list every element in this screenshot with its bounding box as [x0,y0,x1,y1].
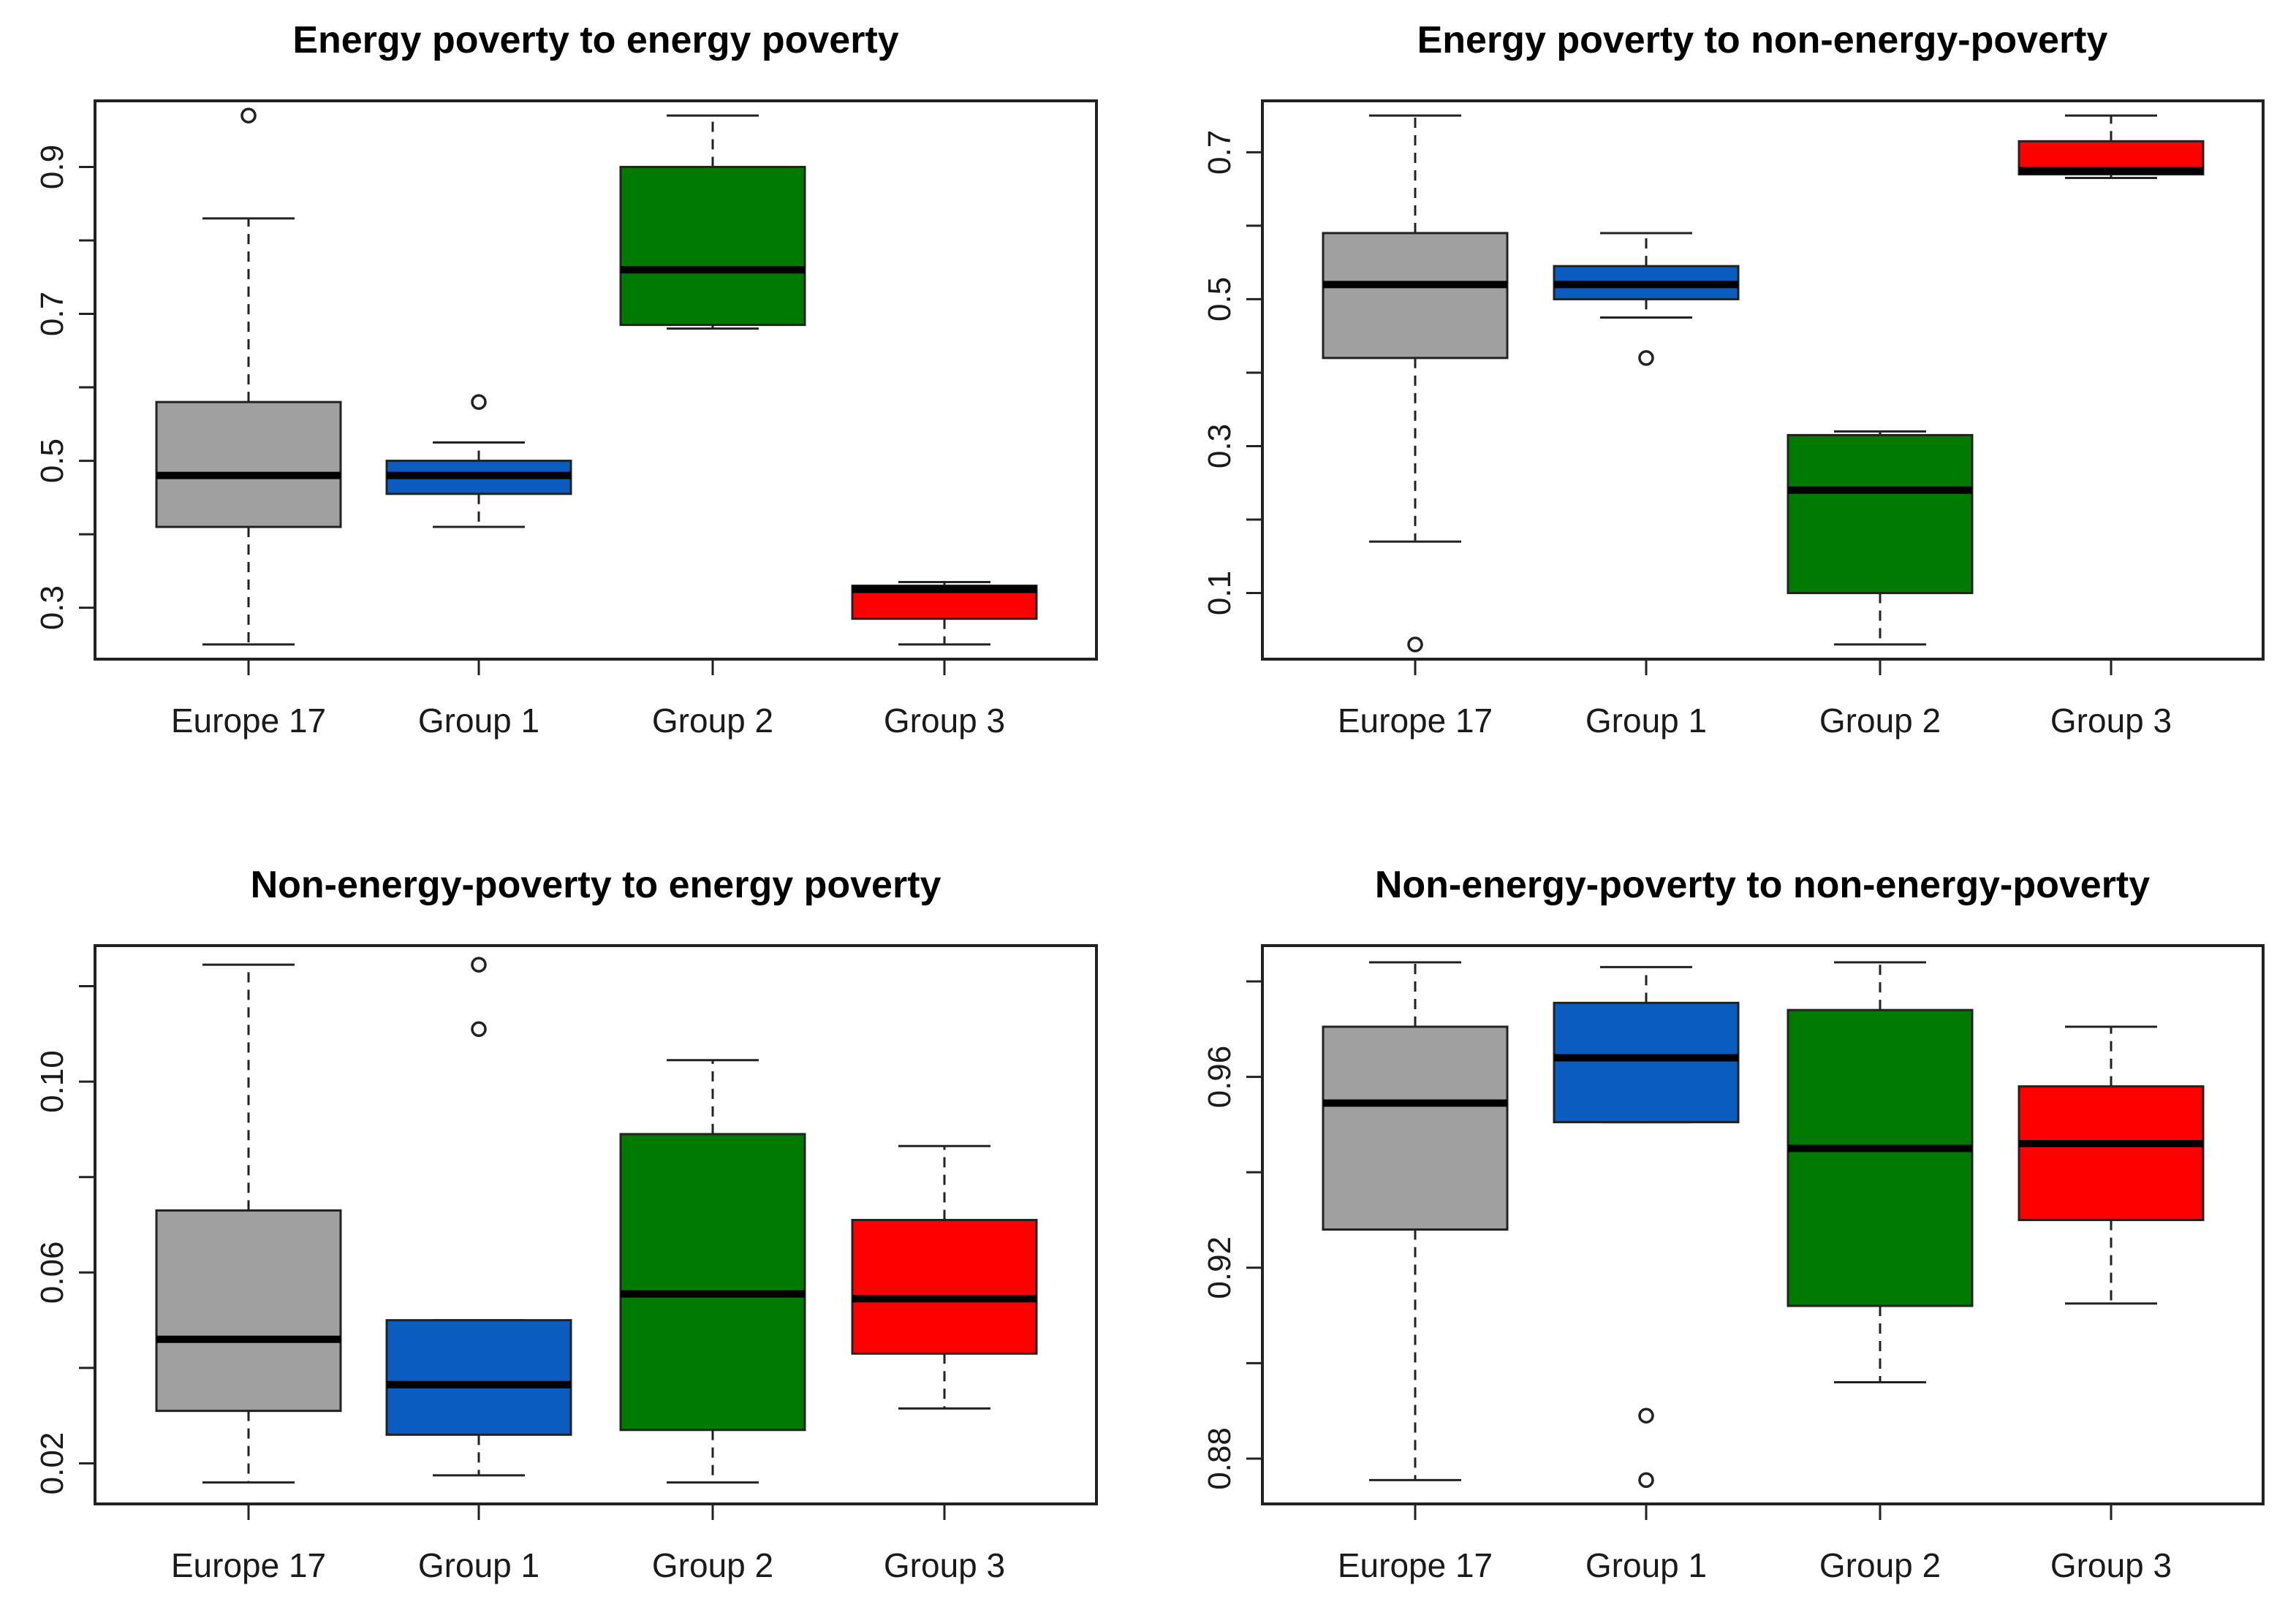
x-tick-label: Group 1 [1585,1546,1707,1584]
plot-area: 0.88 0.92 0.96 [1202,944,2265,1520]
outlier-point [240,107,257,123]
y-tick-label: 0.9 [34,145,70,189]
panel-4: Non-energy-poverty to non-energy-poverty… [1202,864,2265,1584]
x-axis-labels: Europe 17 Group 1 Group 2 Group 3 [1338,702,2172,740]
box-group-1 [385,957,572,1477]
y-tick-label: 0.88 [1202,1427,1238,1490]
x-tick-label: Group 3 [884,1546,1005,1584]
box-group-2 [1787,961,1974,1383]
box-group-1 [1553,965,1740,1489]
box-group-3 [851,580,1038,646]
y-tick-label: 0.5 [1202,277,1238,322]
y-tick-label: 0.3 [1202,424,1238,468]
panel-3: Non-energy-poverty to energy poverty 0.0… [34,864,1098,1584]
plot-frame [94,944,1098,1505]
x-axis-labels: Europe 17 Group 1 Group 2 Group 3 [1338,1546,2172,1584]
box-group-3 [2017,1025,2205,1305]
box-group-2 [1787,430,1974,646]
iqr-box [1322,1025,1509,1231]
x-tick-label: Group 2 [1819,702,1941,740]
iqr-box [155,1209,342,1413]
outlier-point [1638,1472,1654,1489]
y-tick-label: 0.3 [34,585,70,630]
outlier-point [1407,636,1423,653]
x-tick-label: Europe 17 [1338,1546,1493,1584]
iqr-box [1787,1008,1974,1307]
x-tick-label: Group 2 [652,1546,773,1584]
plot-area: 0.3 0.5 0.7 0.9 [34,99,1098,675]
x-tick-label: Group 1 [1585,702,1707,740]
x-tick-label: Group 1 [418,1546,539,1584]
y-tick-label: 0.10 [34,1050,70,1113]
box-europe-17 [1322,114,1509,653]
iqr-box [1553,1001,1740,1124]
outlier-point [1638,1407,1654,1424]
x-tick-label: Group 3 [2050,702,2172,740]
iqr-box [851,1218,1038,1355]
panel-title: Non-energy-poverty to energy poverty [251,864,941,906]
x-tick-label: Group 3 [884,702,1005,740]
plot-area: 0.02 0.06 0.10 [34,944,1098,1520]
x-axis-labels: Europe 17 Group 1 Group 2 Group 3 [171,702,1005,740]
box-group-3 [2017,114,2205,180]
panel-title: Energy poverty to energy poverty [292,19,898,61]
box-europe-17 [1322,961,1509,1481]
y-tick-label: 0.06 [34,1241,70,1304]
x-tick-label: Group 2 [1819,1546,1941,1584]
iqr-box [2017,1085,2205,1221]
x-tick-label: Group 1 [418,702,539,740]
outlier-point [1638,350,1654,366]
box-group-2 [619,1059,806,1484]
x-tick-label: Europe 17 [1338,702,1493,740]
iqr-box [155,400,342,528]
x-tick-label: Europe 17 [171,702,326,740]
box-group-3 [851,1144,1038,1410]
plot-area: 0.1 0.3 0.5 0.7 [1202,99,2265,675]
panel-title: Energy poverty to non-energy-poverty [1417,19,2108,61]
x-tick-label: Europe 17 [171,1546,326,1584]
plot-frame [1261,99,2265,661]
box-group-1 [1553,232,1740,366]
box-europe-17 [155,963,342,1484]
outlier-point [471,1021,487,1038]
y-tick-label: 0.92 [1202,1236,1238,1299]
iqr-box [1322,232,1509,360]
x-tick-label: Group 2 [652,702,773,740]
panel-1: Energy poverty to energy poverty 0.30.50… [34,19,1098,740]
plot-frame [1261,944,2265,1505]
box-group-1 [385,394,572,528]
iqr-box [1787,433,1974,595]
panel-title: Non-energy-poverty to non-energy-poverty [1375,864,2150,906]
y-tick-label: 0.1 [1202,571,1238,615]
iqr-box [619,165,806,327]
plot-frame [94,99,1098,661]
outlier-point [471,394,487,410]
y-tick-label: 0.5 [34,438,70,483]
y-tick-label: 0.96 [1202,1046,1238,1109]
panel-2: Energy poverty to non-energy-poverty 0.1… [1202,19,2265,740]
y-tick-label: 0.7 [34,292,70,336]
box-europe-17 [155,107,342,646]
outlier-point [471,957,487,973]
x-tick-label: Group 3 [2050,1546,2172,1584]
x-axis-labels: Europe 17 Group 1 Group 2 Group 3 [171,1546,1005,1584]
iqr-box [619,1133,806,1432]
box-group-2 [619,114,806,330]
y-tick-label: 0.02 [34,1432,70,1495]
iqr-box [385,1319,572,1436]
y-tick-label: 0.7 [1202,130,1238,175]
